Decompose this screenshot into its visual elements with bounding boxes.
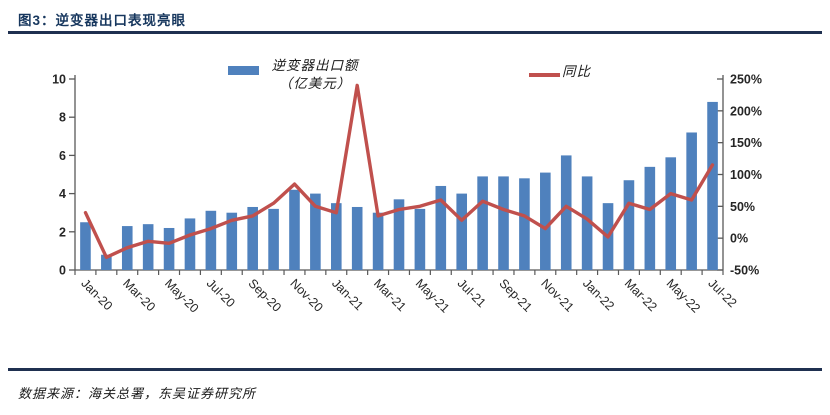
x-axis-month-label: Mar-22 xyxy=(622,276,660,314)
x-axis-month-label: Jul-21 xyxy=(455,276,489,310)
left-axis-tick-label: 6 xyxy=(59,149,66,163)
left-axis-tick-label: 8 xyxy=(59,111,66,125)
export-bar xyxy=(372,212,384,270)
right-axis-tick-label: 50% xyxy=(730,200,755,214)
left-axis-tick-label: 4 xyxy=(59,187,66,201)
right-axis-tick-label: -50% xyxy=(730,264,759,278)
x-axis-month-label: May-21 xyxy=(413,276,452,315)
export-bar xyxy=(142,224,154,270)
x-axis-month-label: Jul-22 xyxy=(705,276,739,310)
export-bar xyxy=(247,206,258,270)
x-axis-month-label: Nov-20 xyxy=(287,276,325,314)
left-axis-tick-label: 10 xyxy=(52,73,66,87)
x-axis-month-label: Jan-20 xyxy=(78,276,115,313)
legend-line-swatch xyxy=(529,73,560,77)
export-bar xyxy=(519,178,530,270)
x-axis-month-label: May-20 xyxy=(162,276,201,315)
left-axis-tick-label: 2 xyxy=(59,225,66,239)
x-axis-month-label: Sep-20 xyxy=(246,276,284,314)
x-axis-month-label: Jul-20 xyxy=(204,276,238,310)
export-bar xyxy=(623,180,635,270)
right-axis-tick-label: 200% xyxy=(730,104,762,118)
x-axis-month-label: Nov-21 xyxy=(538,276,576,314)
export-bar xyxy=(414,208,426,270)
right-axis-tick-label: 150% xyxy=(730,136,762,150)
export-bar xyxy=(560,155,572,270)
left-axis-tick-label: 0 xyxy=(59,264,66,278)
figure-title: 图3：逆变器出口表现亮眼 xyxy=(18,13,187,28)
yoy-line xyxy=(83,83,715,259)
x-axis-month-label: Mar-20 xyxy=(120,276,158,314)
legend-bar-label: 逆变器出口额 （亿美元） xyxy=(260,57,370,93)
export-bar xyxy=(80,222,91,270)
export-bar xyxy=(205,210,217,270)
export-bar xyxy=(540,172,551,270)
x-axis-month-label: May-22 xyxy=(664,276,703,315)
export-bar xyxy=(163,227,175,270)
data-source-note: 数据来源：海关总署，东吴证券研究所 xyxy=(18,386,257,401)
legend-line-label: 同比 xyxy=(562,64,591,79)
export-bar xyxy=(393,199,405,270)
export-bar xyxy=(330,203,342,270)
x-axis-month-label: Jan-21 xyxy=(329,276,366,313)
export-bar xyxy=(351,206,363,270)
x-axis-month-label: Jan-22 xyxy=(580,276,617,313)
legend-bar-label-line2: （亿美元） xyxy=(278,76,352,91)
export-bar xyxy=(707,101,718,270)
export-bar xyxy=(268,208,279,270)
export-bar xyxy=(644,166,656,270)
right-axis-tick-label: 100% xyxy=(730,168,762,182)
top-divider xyxy=(8,31,822,34)
bottom-divider xyxy=(8,368,822,371)
export-bar xyxy=(498,176,509,270)
export-bar xyxy=(184,218,196,270)
right-axis-tick-label: 250% xyxy=(730,73,762,87)
legend-bar-swatch xyxy=(228,66,259,75)
export-bar xyxy=(477,176,488,270)
x-axis-month-label: Sep-21 xyxy=(496,276,534,314)
right-axis-tick-label: 0% xyxy=(730,232,748,246)
export-bar xyxy=(435,185,447,270)
export-bar xyxy=(456,193,468,270)
export-bar xyxy=(226,212,238,270)
x-axis-month-label: Mar-21 xyxy=(371,276,409,314)
export-bar xyxy=(581,176,593,270)
export-bar xyxy=(289,189,300,270)
export-bar xyxy=(310,193,321,270)
legend-bar-label-line1: 逆变器出口额 xyxy=(271,58,359,73)
export-bar xyxy=(101,254,112,270)
export-bar xyxy=(665,157,677,270)
